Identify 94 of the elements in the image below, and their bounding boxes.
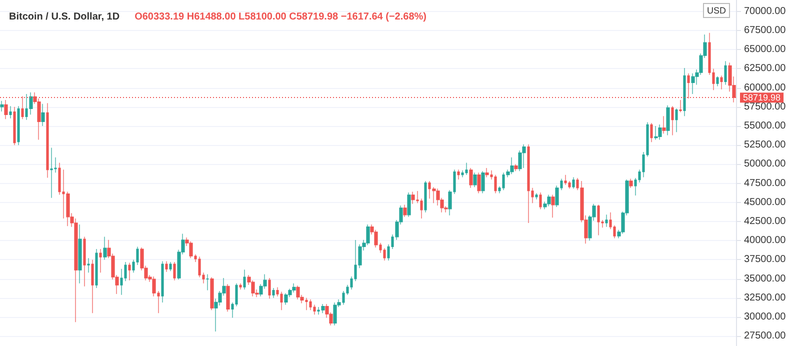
candlestick [268,278,271,299]
candlestick [309,299,312,310]
y-tick-label: 55000.00 [744,120,786,132]
ref-line-label: 58719.98 [743,92,781,103]
text: Bitcoin / U.S. Dollar, 1D [9,12,120,22]
candlestick [683,68,686,116]
candlestick [17,106,20,146]
y-tick-label: 52500.00 [744,140,786,151]
candlestick [87,258,90,273]
candlestick [78,224,82,284]
candlestick [457,169,460,180]
candlestick [165,260,168,272]
candlestick [169,262,172,272]
candlestick [9,106,12,119]
y-tick-label: 65000.00 [744,44,786,56]
candlestick [83,236,86,287]
candlestick [296,285,300,300]
candlestick [13,106,16,146]
candlestick [494,174,497,194]
candlestick [724,60,727,86]
y-tick-label: 60000.00 [744,82,786,94]
text: O60333.19 H61488.00 L58100.00 C58719.98 −1617.64 (−2.68%) [134,12,426,22]
candlestick [716,76,719,87]
candlestick [403,204,407,218]
candlestick [473,172,477,188]
candlestick [551,194,555,218]
candlestick [226,284,230,312]
candlestick [510,157,514,174]
y-tick-label: 47500.00 [744,178,786,189]
y-tick-label: 30000.00 [744,311,786,322]
annotation: USD [707,6,726,16]
y-tick-label: 35000.00 [744,273,786,284]
y-tick-label: 40000.00 [744,235,786,246]
candlestick [650,122,653,142]
y-tick-label: 67500.00 [744,25,786,36]
y-tick-label: 27500.00 [744,330,786,342]
candlestick [173,262,176,281]
candlestick [292,283,296,293]
y-tick-label: 45000.00 [744,196,786,208]
candlestick [629,178,633,188]
candlestick [243,269,246,290]
candlestick [671,106,674,136]
candlestick [535,192,538,200]
candlestick [50,147,53,198]
candlestick [333,302,337,326]
candlestick [161,260,164,303]
candlestick [654,126,658,140]
candlestick [407,192,411,218]
candlestick [239,283,242,290]
y-tick-label: 42500.00 [744,216,786,227]
candlestick [539,192,542,210]
candlestick [4,100,8,120]
y-tick-label: 70000.00 [744,6,786,17]
candlestick [564,174,567,186]
candlestick [658,124,662,140]
candlestick [206,274,209,291]
y-tick-label: 62500.00 [744,63,786,74]
candlestick [128,262,131,281]
candlestick [189,241,193,258]
y-tick-label: 57500.00 [744,101,786,112]
candlestick [522,144,526,168]
candlestick [691,73,695,94]
candlestick [527,144,530,224]
y-tick-label: 32500.00 [744,292,786,304]
candlestick [469,168,473,188]
y-tick-label: 50000.00 [744,158,786,170]
candlestick [675,108,678,132]
candlestick [485,168,489,178]
candlestick [46,102,49,178]
candlestick [411,191,415,204]
candlestick [465,162,468,176]
candlestick [605,214,608,228]
candlestick [321,304,325,314]
candlestick [547,194,551,207]
candlestick [662,116,666,134]
candlestick [424,180,427,213]
candlestick [597,204,600,236]
candlestick [91,259,94,314]
candlestick [720,75,723,90]
candlestick [103,236,107,260]
candlestick [95,248,98,288]
y-tick-label: 37500.00 [744,254,786,266]
candlestick [210,276,214,310]
candlestick [99,248,102,273]
candlestick [679,100,682,113]
candlestick [280,291,283,310]
candlestick [481,170,485,194]
candlestick [666,105,670,136]
candlestick [572,176,575,189]
candlestick [0,100,4,112]
candlestick [477,172,481,194]
candlestick [514,164,518,172]
candlestick [41,104,45,126]
candlestick [272,288,275,298]
